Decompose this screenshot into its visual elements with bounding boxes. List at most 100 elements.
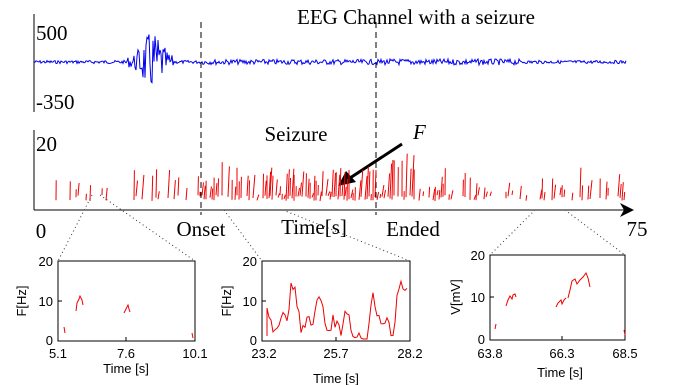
x-end-label: 75 — [627, 217, 648, 241]
frequency-mark — [262, 173, 264, 199]
frequency-mark — [252, 174, 256, 199]
frequency-mark — [428, 186, 431, 198]
zoom1-curve-d — [191, 332, 194, 339]
frequency-mark — [135, 180, 138, 197]
zoom2-curve — [266, 279, 408, 340]
frequency-mark — [436, 190, 439, 196]
zoom1-curve-c — [123, 303, 131, 314]
zoom2-ylabel: F[Hz] — [219, 285, 234, 316]
frequency-mark — [209, 186, 212, 198]
zoom3-xtick-end: 68.5 — [612, 346, 637, 361]
ended-label: Ended — [386, 217, 440, 241]
zoom2-xtick-start: 23.2 — [251, 346, 276, 361]
frequency-mark — [105, 187, 108, 201]
frequency-mark — [366, 166, 369, 200]
frequency-mark — [331, 169, 334, 197]
zoom2-frame — [261, 260, 411, 342]
zoom1-xlabel: Time [s] — [103, 361, 149, 376]
zoom2-xtick-end: 28.2 — [397, 346, 422, 361]
frequency-mark — [246, 175, 249, 197]
frequency-mark — [619, 183, 622, 198]
frequency-mark — [339, 168, 342, 197]
x-start-label: 0 — [36, 219, 47, 243]
frequency-mark — [211, 188, 214, 200]
frequency-mark — [623, 191, 626, 201]
frequency-mark — [358, 180, 362, 200]
zoom-panel-1: 20 10 0 5.1 7.6 10.1 Time [s] F[Hz] — [14, 254, 208, 376]
frequency-mark — [440, 176, 443, 198]
eeg-panel: EEG Channel with a seizure 500 -350 — [33, 5, 627, 114]
zoom3-curve-e — [623, 329, 626, 336]
frequency-mark — [411, 155, 415, 197]
frequency-mark — [381, 185, 385, 197]
zoom3-ytick-20: 20 — [471, 248, 485, 263]
frequency-mark — [327, 191, 331, 197]
zoom1-left-connector — [57, 194, 93, 262]
frequency-mark — [77, 182, 80, 196]
frequency-mark — [541, 178, 543, 199]
frequency-mark — [489, 191, 492, 197]
zoom1-ytick-20: 20 — [39, 254, 53, 269]
f-arrowhead — [338, 171, 356, 186]
frequency-mark — [151, 175, 154, 201]
frequency-mark — [275, 179, 278, 196]
frequency-mark — [617, 174, 621, 197]
frequency-mark — [173, 180, 176, 200]
frequency-mark — [256, 194, 260, 201]
zoom3-right-connector — [564, 209, 626, 256]
zoom1-ytick-0: 0 — [46, 333, 53, 348]
frequency-panel: 20 Seizure F 0 75 Time[s] Onset Ended — [33, 120, 648, 243]
frequency-mark — [299, 182, 302, 196]
zoom3-curve-b — [505, 293, 517, 307]
zoom2-ytick-0: 0 — [250, 333, 257, 348]
frequency-mark — [391, 159, 394, 200]
zoom1-xtick-mid-label: 7.6 — [117, 346, 135, 361]
eeg-y-max-label: 500 — [36, 21, 68, 45]
frequency-mark — [587, 185, 590, 200]
frequency-mark — [341, 182, 344, 197]
frequency-mark — [313, 175, 316, 201]
frequency-mark — [319, 191, 322, 202]
zoom2-xtick-mid-label: 25.7 — [323, 346, 348, 361]
eeg-title: EEG Channel with a seizure — [297, 5, 535, 29]
zoom1-curve-b — [75, 294, 84, 312]
zoom1-xtick-start: 5.1 — [49, 346, 67, 361]
frequency-mark — [473, 194, 477, 200]
zoom3-curves — [494, 271, 626, 336]
zoom3-curve-c — [555, 297, 567, 308]
f-arrow-shaft — [349, 142, 403, 180]
frequency-mark — [346, 178, 348, 201]
frequency-mark — [563, 189, 566, 198]
frequency-mark — [376, 191, 380, 200]
zoom2-ytick-20: 20 — [243, 254, 257, 269]
frequency-mark — [155, 169, 158, 198]
frequency-mark — [379, 193, 382, 199]
frequency-mark — [277, 193, 280, 198]
frequency-mark — [215, 183, 218, 196]
frequency-mark — [621, 182, 624, 201]
zoom-panel-3: 20 10 0 63.8 66.3 68.5 Time [s] V[mV] — [448, 248, 638, 380]
frequency-mark — [285, 173, 288, 201]
frequency-mark — [167, 169, 171, 199]
zoom1-right-connector — [99, 194, 196, 262]
frequency-mark — [360, 169, 364, 197]
frequency-mark — [374, 169, 377, 198]
zoom1-ytick-10-label: 10 — [39, 294, 53, 309]
frequency-mark — [329, 191, 332, 200]
frequency-mark — [383, 189, 386, 199]
frequency-mark — [333, 172, 336, 198]
frequency-mark — [264, 180, 267, 196]
frequency-mark — [283, 194, 286, 200]
frequency-mark — [177, 177, 180, 196]
frequency-mark — [543, 192, 546, 201]
frequency-mark — [389, 163, 393, 199]
seizure-label: Seizure — [265, 122, 328, 146]
frequency-mark — [507, 182, 511, 197]
frequency-mark — [185, 187, 188, 201]
frequency-mark — [297, 187, 300, 197]
frequency-mark — [291, 168, 295, 199]
frequency-mark — [483, 187, 486, 200]
frequency-mark — [571, 192, 574, 201]
zoom3-xtick-mid-label: 66.3 — [549, 346, 574, 361]
